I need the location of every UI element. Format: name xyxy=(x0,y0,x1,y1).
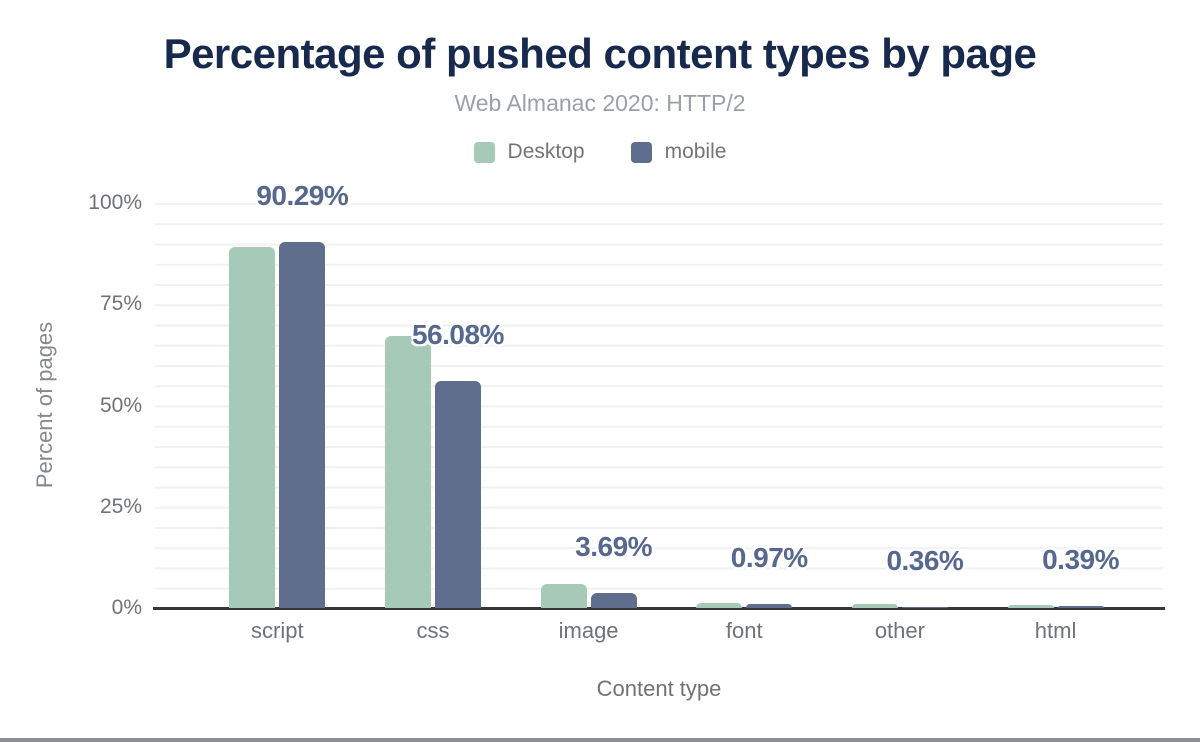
data-label-html: 0.39% xyxy=(1042,544,1119,576)
bar-mobile-html[interactable] xyxy=(1057,606,1104,608)
x-tick-label-font: font xyxy=(725,618,763,643)
footer-bar xyxy=(0,738,1200,742)
legend-item-desktop[interactable]: Desktop xyxy=(473,140,585,164)
y-tick-label-0: 0% xyxy=(111,596,142,619)
data-label-other: 0.36% xyxy=(886,544,964,576)
legend: Desktop mobile xyxy=(0,140,1200,164)
bar-desktop-css[interactable] xyxy=(384,335,431,608)
x-axis-line xyxy=(153,607,1165,610)
y-tick-label-50: 50% xyxy=(99,393,142,417)
legend-label: mobile xyxy=(664,140,727,163)
x-tick-label-html: html xyxy=(1034,618,1077,643)
bar-mobile-script[interactable] xyxy=(279,242,326,608)
bar-mobile-font[interactable] xyxy=(746,604,793,608)
bar-mobile-css[interactable] xyxy=(434,380,481,608)
data-label-font: 0.97% xyxy=(730,542,808,574)
y-tick-label-25: 25% xyxy=(99,494,142,518)
chart-title: Percentage of pushed content types by pa… xyxy=(163,30,1037,77)
bar-mobile-image[interactable] xyxy=(590,593,637,608)
legend-swatch-desktop xyxy=(473,141,495,163)
y-tick-label-75: 75% xyxy=(99,292,142,316)
bar-desktop-script[interactable] xyxy=(229,246,276,608)
legend-label: Desktop xyxy=(507,140,585,163)
x-tick-label-css: css xyxy=(416,618,450,643)
y-tick-label-100: 100% xyxy=(88,191,142,214)
bar-mobile-other[interactable] xyxy=(901,606,948,608)
data-label-css: 56.08% xyxy=(411,318,504,350)
x-tick-label-other: other xyxy=(874,618,925,643)
chart-subtitle: Web Almanac 2020: HTTP/2 xyxy=(454,90,746,116)
legend-swatch-mobile xyxy=(630,141,652,163)
data-label-script: 90.29% xyxy=(256,180,349,212)
x-tick-label-image: image xyxy=(558,618,619,643)
bar-desktop-other[interactable] xyxy=(851,604,898,608)
x-axis-title: Content type xyxy=(596,676,722,701)
legend-item-mobile[interactable]: mobile xyxy=(630,140,727,164)
x-tick-label-script: script xyxy=(251,618,304,643)
bar-desktop-font[interactable] xyxy=(696,602,743,608)
bar-desktop-html[interactable] xyxy=(1007,604,1054,608)
data-label-image: 3.69% xyxy=(575,531,653,563)
bar-desktop-image[interactable] xyxy=(540,584,587,608)
